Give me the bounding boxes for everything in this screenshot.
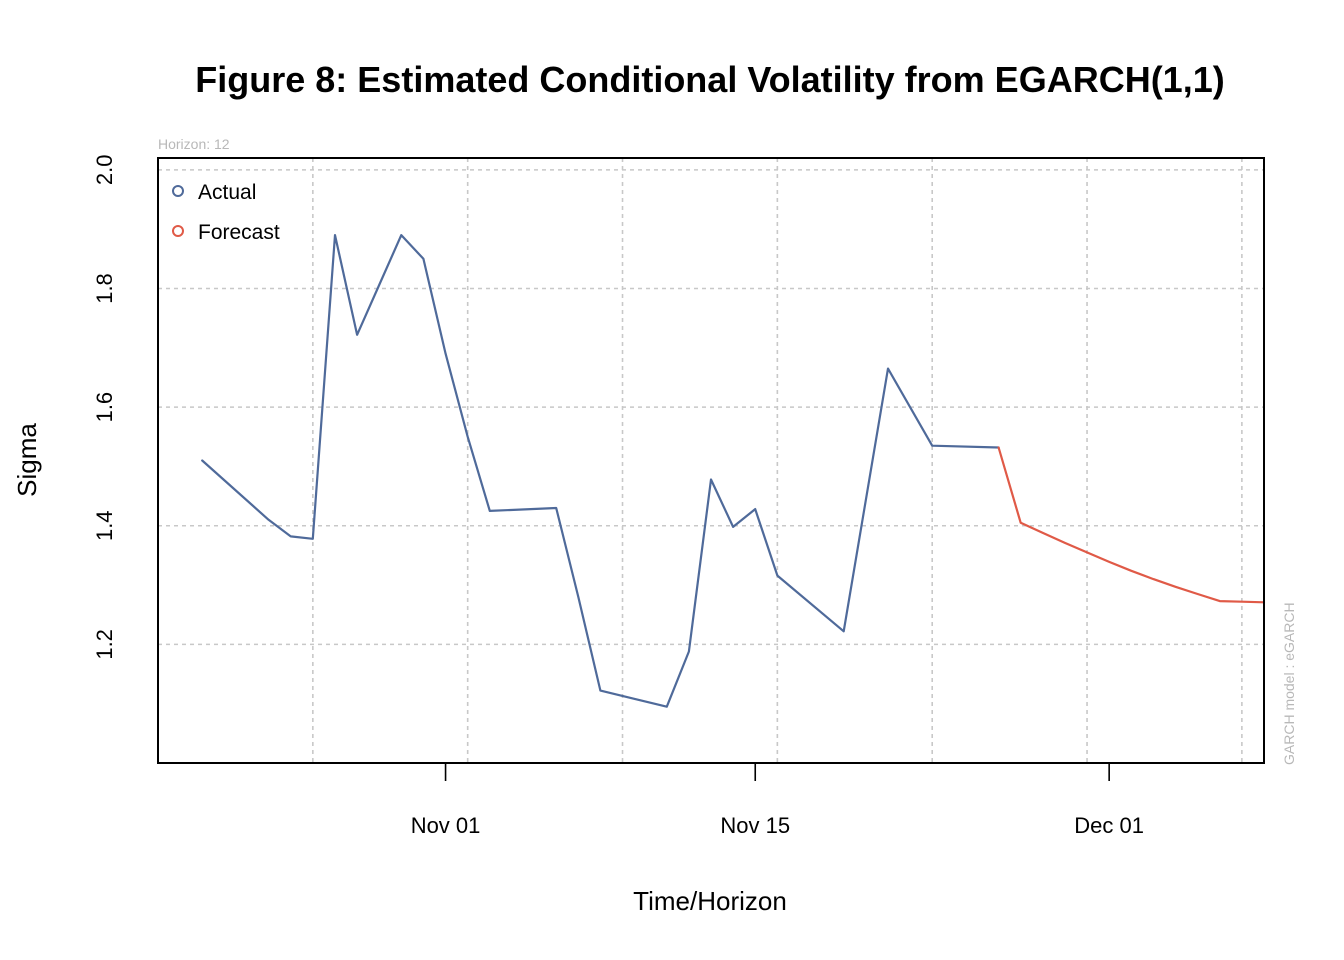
legend-forecast-label: Forecast — [198, 221, 280, 244]
legend-actual-label: Actual — [198, 181, 256, 204]
y-axis-label: Sigma — [12, 423, 42, 497]
x-tick-label: Dec 01 — [1074, 813, 1144, 838]
y-tick-label: 1.6 — [92, 392, 117, 423]
x-axis-label: Time/Horizon — [633, 886, 787, 916]
x-tick-label: Nov 15 — [720, 813, 790, 838]
x-axis: Nov 01 Nov 15 Dec 01 — [411, 763, 1144, 838]
horizon-note: Horizon: 12 — [158, 136, 230, 152]
model-side-note: GARCH model : eGARCH — [1281, 602, 1297, 765]
plot-frame — [157, 157, 1265, 764]
chart-title: Figure 8: Estimated Conditional Volatili… — [195, 59, 1224, 100]
grid — [158, 158, 1264, 763]
series-line-forecast — [997, 446, 1266, 604]
y-tick-label: 1.4 — [92, 510, 117, 541]
legend-forecast-marker — [172, 225, 184, 237]
y-tick-label: 1.2 — [92, 629, 117, 660]
y-axis: 1.2 1.4 1.6 1.8 2.0 — [92, 155, 117, 660]
x-tick-label: Nov 01 — [411, 813, 481, 838]
series-lines — [201, 234, 1266, 708]
y-tick-label: 1.8 — [92, 273, 117, 304]
legend-actual-marker — [172, 185, 184, 197]
y-tick-label: 2.0 — [92, 155, 117, 186]
series-line-actual — [201, 234, 1000, 708]
legend: Actual Forecast — [172, 181, 280, 244]
